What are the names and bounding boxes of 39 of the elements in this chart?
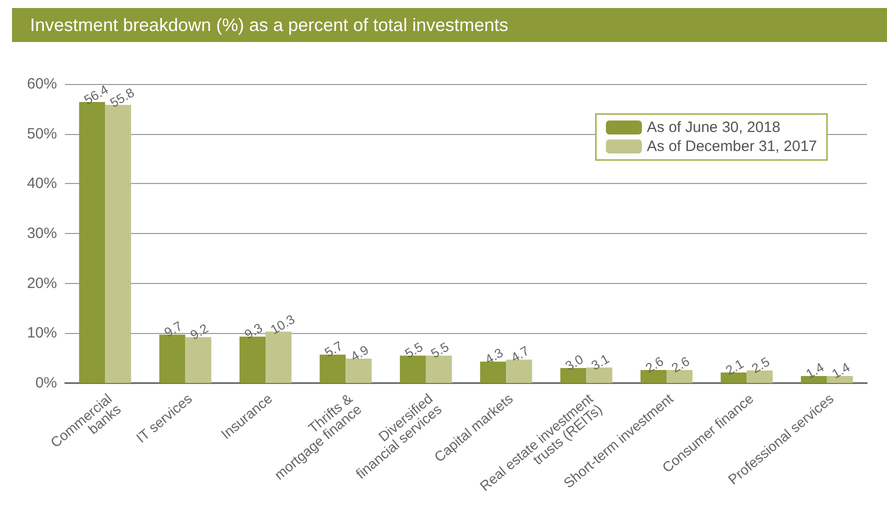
data-label: 9.2 [188,320,211,343]
y-tick-label: 0% [35,374,57,392]
y-tick-label: 50% [26,125,57,142]
bar [240,336,266,383]
data-label: 3.1 [588,351,612,374]
chart-title: Investment breakdown (%) as a percent of total investments [12,8,887,42]
data-label: 2.6 [668,354,692,376]
data-label: 9.3 [242,320,265,342]
y-tick-label: 40% [26,175,57,192]
legend-label: As of June 30, 2018 [646,119,780,136]
bar [426,356,452,383]
data-label: 4.9 [348,342,372,364]
y-tick-label: 10% [26,324,57,342]
bar [159,334,186,383]
data-label: 5.5 [428,339,452,362]
bar [320,354,346,383]
data-label: 1.4 [829,359,852,382]
data-label: 10.3 [268,312,298,338]
y-tick-label: 30% [26,225,57,242]
bar [185,337,212,383]
data-label: 2.5 [749,354,772,376]
bar [346,358,372,383]
data-label: 3.0 [562,352,586,374]
data-label: 1.4 [803,359,826,382]
data-label: 4.7 [508,343,532,366]
data-label: 9.7 [162,318,185,340]
bar [586,368,612,383]
bar [480,362,506,383]
bar [506,360,532,383]
y-tick-label: 20% [26,274,57,292]
bar [400,356,426,383]
bar [560,368,586,383]
y-tick-label: 60% [26,76,57,92]
data-label: 2.6 [642,354,666,376]
data-label: 5.5 [402,339,426,362]
data-label: 5.7 [322,338,346,360]
data-label: 4.3 [482,345,506,368]
legend-label: As of December 31, 2017 [646,138,818,155]
data-label: 2.1 [723,356,746,378]
